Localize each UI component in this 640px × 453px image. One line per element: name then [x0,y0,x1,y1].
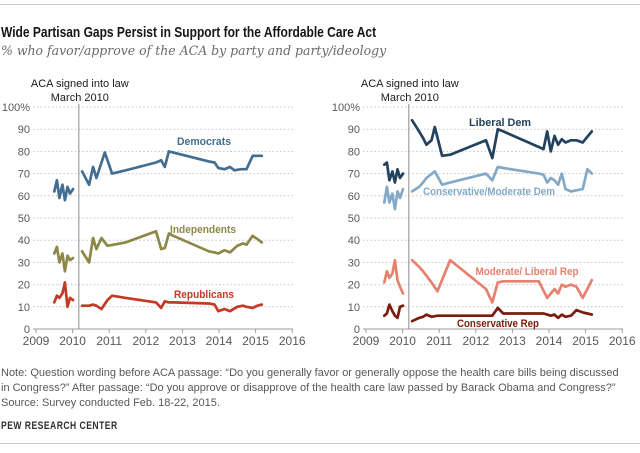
y-axis-label: 60 [18,191,30,203]
line-moderate-liberal-rep [382,258,405,295]
bottom-rule [0,443,640,444]
footnote: Note: Question wording before ACA passag… [1,366,640,411]
line-liberal-dem [382,161,405,184]
x-axis-label: 2016 [279,334,306,348]
x-axis-label: 2014 [536,334,563,348]
chart-subtitle: % who favor/approve of the ACA by party … [1,44,387,59]
aca-signed-annotation: March 2010 [51,92,109,104]
series-label-democrats: Democrats [177,136,231,148]
y-axis-label: 10 [18,302,30,314]
line-conservative-rep [410,306,594,323]
x-axis-label: 2010 [389,334,416,348]
y-axis-label: 20 [348,280,360,292]
series-label-moderate-liberal-rep: Moderate/ Liberal Rep [476,266,579,278]
y-axis-label: 20 [18,280,30,292]
y-axis-label: 0 [354,324,360,336]
x-axis-label: 2009 [23,334,50,348]
series-label-conservative-moderate-dem: Conservative/Moderate Dem [423,186,555,198]
pew-research-center-wordmark: PEW RESEARCH CENTER [1,420,118,432]
line-liberal-dem [410,118,594,160]
aca-signed-annotation: ACA signed into law [31,78,129,90]
y-axis-label: 70 [348,169,360,181]
aca-signed-annotation: March 2010 [381,92,439,104]
x-axis-label: 2016 [609,334,636,348]
top-rule [0,4,640,5]
line-independents [80,229,264,264]
line-democrats [52,178,75,202]
y-axis-label: 90 [18,124,30,136]
x-axis-label: 2015 [242,334,269,348]
y-axis-label: 60 [348,191,360,203]
line-moderate-liberal-rep [410,258,594,304]
x-axis-label: 2012 [132,334,159,348]
x-axis-label: 2010 [59,334,86,348]
y-axis-label: 100% [332,102,360,114]
x-axis-label: 2014 [206,334,233,348]
series-label-republicans: Republicans [174,289,234,301]
y-axis-label: 30 [348,257,360,269]
x-axis-label: 2013 [169,334,196,348]
y-axis-label: 100% [2,102,30,114]
y-axis-label: 50 [348,213,360,225]
line-republicans [80,294,264,313]
page-title: Wide Partisan Gaps Persist in Support fo… [1,24,377,42]
x-axis-label: 2011 [426,334,452,348]
y-axis-label: 40 [348,235,360,247]
line-independents [52,245,75,273]
series-label-conservative-rep: Conservative Rep [457,318,539,330]
line-conservative-moderate-dem [382,185,405,211]
y-axis-label: 0 [24,324,30,336]
line-republicans [52,281,75,309]
y-axis-label: 70 [18,169,30,181]
series-label-independents: Independents [170,224,236,236]
footnote-source: Source: Survey conducted Feb. 18-22, 201… [1,397,220,409]
x-axis-label: 2015 [572,334,599,348]
aca-signed-annotation: ACA signed into law [361,78,459,90]
chart-support-by-party-ideology: 0 10 20 30 40 50 60 70 80 90 100% 2009 2010 2011 2012 2… [332,78,636,348]
x-axis-label: 2012 [462,334,489,348]
footnote-line: in Congress?” After passage: “Do you app… [1,382,616,394]
x-axis-label: 2009 [353,334,380,348]
series-label-liberal-dem: Liberal Dem [469,117,531,129]
y-axis-label: 50 [18,213,30,225]
footnote-line: Note: Question wording before ACA passag… [1,367,619,379]
y-axis-label: 90 [348,124,360,136]
line-conservative-moderate-dem [410,165,594,193]
y-axis-label: 80 [348,146,360,158]
line-democrats [80,150,264,187]
x-axis-label: 2011 [96,334,122,348]
y-axis-label: 80 [18,146,30,158]
y-axis-label: 10 [348,302,360,314]
chart-support-by-party: 0 10 20 30 40 50 60 70 80 90 100% 2009 2010 2011 2012 2… [2,78,306,348]
x-axis-label: 2013 [499,334,526,348]
y-axis-label: 40 [18,235,30,247]
line-conservative-rep [382,303,405,320]
y-axis-label: 30 [18,257,30,269]
